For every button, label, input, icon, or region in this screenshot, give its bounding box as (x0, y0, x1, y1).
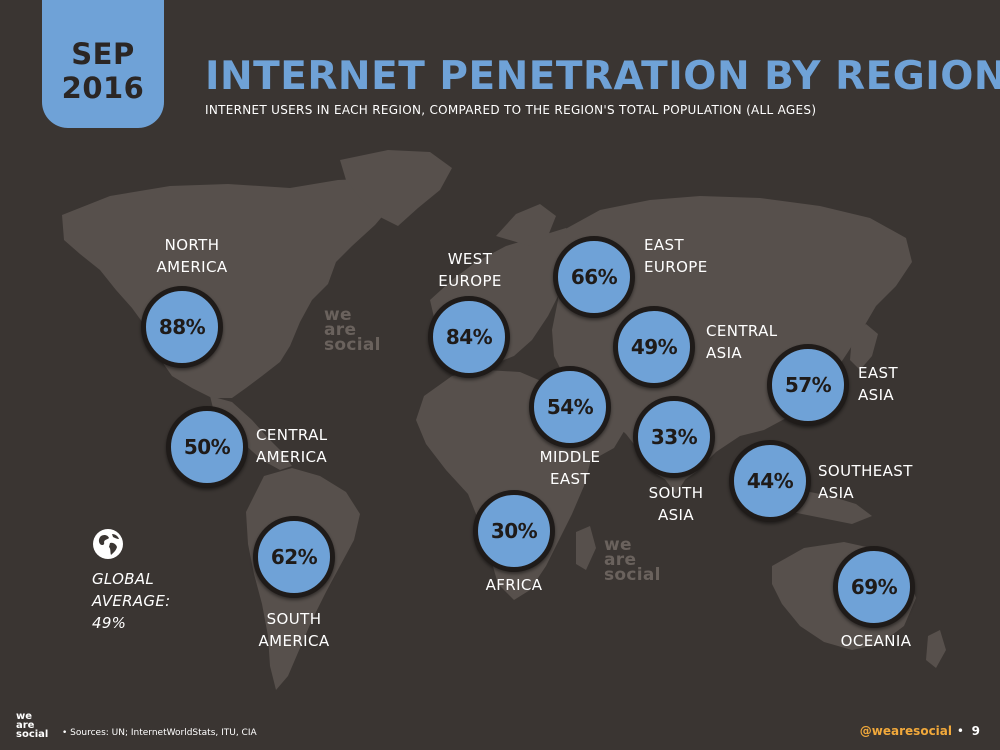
label-north-america: NORTH AMERICA (156, 236, 228, 276)
bubble-southeast-asia: 44% (729, 440, 811, 522)
watermark-line: social (604, 565, 661, 585)
globe-icon (93, 529, 123, 559)
footer-logo: we are social (16, 711, 49, 740)
watermark-line: are (324, 320, 357, 340)
label-southeast-asia: SOUTHEAST ASIA (818, 462, 913, 502)
bubble-oceania: 69% (833, 546, 915, 628)
land-scandinavia (496, 204, 556, 246)
page-subtitle: INTERNET USERS IN EACH REGION, COMPARED … (205, 103, 817, 117)
land-madagascar (576, 526, 596, 570)
label-east-europe: EAST EUROPE (644, 236, 708, 276)
label-west-europe: WEST EUROPE (438, 250, 502, 290)
logo-line: social (16, 729, 49, 740)
label-south-america: SOUTH AMERICA (258, 610, 330, 650)
label-south-asia: SOUTH ASIA (648, 484, 704, 524)
sources-text: • Sources: UN; InternetWorldStats, ITU, … (62, 728, 257, 738)
bubble-west-europe: 84% (428, 296, 510, 378)
bubble-africa: 30% (473, 490, 555, 572)
bubble-central-asia: 49% (613, 306, 695, 388)
label-east-asia: EAST ASIA (858, 364, 899, 404)
bubble-south-asia: 33% (633, 396, 715, 478)
label-middle-east: MIDDLE EAST (539, 448, 601, 488)
date-year: 2016 (61, 71, 145, 105)
watermark-line: are (604, 550, 637, 570)
social-handle[interactable]: @wearesocial (859, 724, 952, 738)
page-title: INTERNET PENETRATION BY REGION (205, 54, 1000, 99)
label-oceania: OCEANIA (840, 632, 912, 650)
footer-separator: • (956, 724, 964, 738)
land-greenland (340, 150, 452, 226)
label-central-asia: CENTRAL ASIA (706, 322, 778, 362)
bubble-east-asia: 57% (767, 344, 849, 426)
watermark-line: we (604, 535, 632, 555)
date-month: SEP (71, 37, 135, 71)
watermark-logo: we are social (604, 535, 661, 585)
bubble-south-america: 62% (253, 516, 335, 598)
land-north-america (62, 178, 398, 398)
bubble-middle-east: 54% (529, 366, 611, 448)
watermark-line: we (324, 305, 352, 325)
global-average-text: GLOBAL AVERAGE: 49% (92, 570, 171, 632)
bubble-east-europe: 66% (553, 236, 635, 318)
logo-line: are (16, 720, 35, 731)
label-central-america: CENTRAL AMERICA (256, 426, 328, 466)
date-badge: SEP 2016 (42, 0, 164, 128)
global-average: GLOBAL AVERAGE: 49% (92, 568, 171, 634)
label-africa: AFRICA (485, 576, 543, 594)
land-japan (850, 324, 878, 370)
page-number: 9 (971, 724, 980, 738)
bubble-north-america: 88% (141, 286, 223, 368)
bubble-central-america: 50% (166, 406, 248, 488)
watermark-logo: we are social (324, 305, 381, 355)
logo-line: we (16, 711, 33, 722)
watermark-line: social (324, 335, 381, 355)
land-new-zealand (926, 630, 946, 668)
